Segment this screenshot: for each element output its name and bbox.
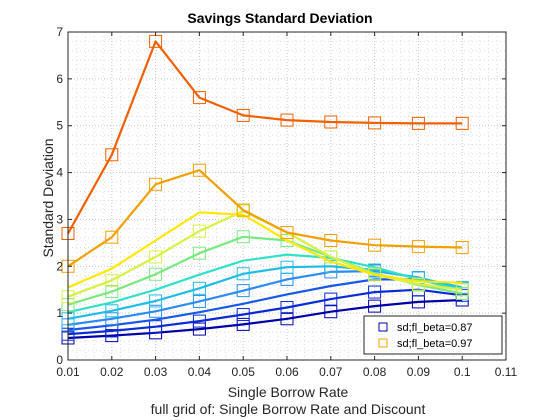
data-point-marker bbox=[236, 284, 250, 298]
plot-area bbox=[68, 32, 506, 360]
series-line-10 bbox=[67, 40, 463, 235]
x-tick-label: 0.1 bbox=[454, 365, 471, 379]
data-point-marker bbox=[324, 305, 338, 319]
data-point-marker bbox=[149, 177, 163, 191]
y-tick-label: 6 bbox=[56, 72, 63, 86]
data-point-marker bbox=[236, 230, 250, 244]
x-tick-label: 0.09 bbox=[407, 365, 431, 379]
data-point-marker bbox=[280, 234, 294, 248]
y-tick-label: 2 bbox=[56, 259, 63, 273]
data-point-marker bbox=[105, 304, 119, 318]
data-point-marker bbox=[192, 322, 206, 336]
data-point-marker bbox=[411, 116, 425, 130]
x-tick-label: 0.02 bbox=[100, 365, 124, 379]
data-point-marker bbox=[368, 116, 382, 130]
data-point-marker bbox=[455, 116, 469, 130]
data-point-marker bbox=[324, 234, 338, 248]
data-point-marker bbox=[324, 292, 338, 306]
data-point-marker bbox=[236, 203, 250, 217]
data-point-marker bbox=[105, 312, 119, 326]
series-lines bbox=[61, 34, 469, 345]
y-tick-label: 3 bbox=[56, 212, 63, 226]
data-point-marker bbox=[455, 241, 469, 255]
data-point-marker bbox=[236, 267, 250, 281]
data-point-marker bbox=[324, 115, 338, 129]
y-tick-label: 5 bbox=[56, 119, 63, 133]
legend-label: sd;fl_beta=0.87 bbox=[397, 322, 473, 334]
series-line-1 bbox=[67, 288, 463, 336]
x-tick-label: 0.01 bbox=[56, 365, 80, 379]
series-line-0 bbox=[67, 298, 463, 340]
data-point-marker bbox=[192, 91, 206, 105]
data-point-marker bbox=[192, 246, 206, 260]
y-axis-label: Standard Deviation bbox=[40, 138, 56, 257]
data-point-marker bbox=[455, 283, 469, 297]
legend-marker bbox=[378, 322, 388, 332]
data-point-marker bbox=[280, 312, 294, 326]
data-point-marker bbox=[236, 317, 250, 331]
legend-box bbox=[363, 315, 503, 355]
data-point-marker bbox=[280, 226, 294, 240]
y-tick-label: 7 bbox=[56, 25, 63, 39]
data-point-marker bbox=[149, 294, 163, 308]
data-point-marker bbox=[324, 250, 338, 264]
data-point-marker bbox=[192, 314, 206, 328]
x-tick-label: 0.05 bbox=[232, 365, 256, 379]
x-tick-label: 0.04 bbox=[188, 365, 212, 379]
data-point-marker bbox=[192, 294, 206, 308]
data-point-marker bbox=[411, 277, 425, 291]
data-point-marker bbox=[105, 230, 119, 244]
x-tick-label: 0.03 bbox=[144, 365, 168, 379]
data-point-marker bbox=[280, 260, 294, 274]
series-line-9 bbox=[67, 169, 463, 268]
y-tick-label: 4 bbox=[56, 166, 63, 180]
chart-title: Savings Standard Deviation bbox=[187, 10, 372, 26]
data-point-marker bbox=[324, 259, 338, 273]
data-point-marker bbox=[149, 250, 163, 264]
series-line-8 bbox=[67, 211, 463, 289]
x-axis-label: Single Borrow Rate bbox=[228, 384, 349, 400]
x-tick-label: 0.11 bbox=[495, 365, 518, 379]
data-point-marker bbox=[105, 285, 119, 299]
legend: sd;fl_beta=0.87 sd;fl_beta=0.97 bbox=[363, 315, 503, 355]
data-point-marker bbox=[192, 163, 206, 177]
data-point-marker bbox=[105, 273, 119, 287]
x-tick-label: 0.06 bbox=[275, 365, 299, 379]
y-tick-label: 1 bbox=[56, 306, 63, 320]
data-point-marker bbox=[368, 299, 382, 313]
data-point-marker bbox=[280, 113, 294, 127]
data-point-marker bbox=[368, 285, 382, 299]
series-line-5 bbox=[67, 253, 463, 314]
data-point-marker bbox=[368, 238, 382, 252]
data-point-marker bbox=[236, 108, 250, 122]
y-tick-label: 0 bbox=[56, 353, 63, 367]
data-point-marker bbox=[411, 240, 425, 254]
legend-label: sd;fl_beta=0.97 bbox=[397, 338, 473, 350]
data-point-marker bbox=[105, 148, 119, 162]
data-point-marker bbox=[280, 301, 294, 315]
legend-marker bbox=[378, 338, 388, 348]
figure-caption: full grid of: Single Borrow Rate and Dis… bbox=[151, 401, 426, 417]
data-point-marker bbox=[192, 224, 206, 238]
data-point-marker bbox=[192, 281, 206, 295]
x-tick-label: 0.08 bbox=[363, 365, 387, 379]
data-point-marker bbox=[149, 304, 163, 318]
x-tick-label: 0.07 bbox=[319, 365, 343, 379]
axis-ticks: 0.01 0.02 0.03 0.04 0.05 0.06 0.07 0.08 0.09 0.1 0… bbox=[56, 25, 517, 379]
data-point-marker bbox=[149, 267, 163, 281]
data-point-marker bbox=[236, 308, 250, 322]
